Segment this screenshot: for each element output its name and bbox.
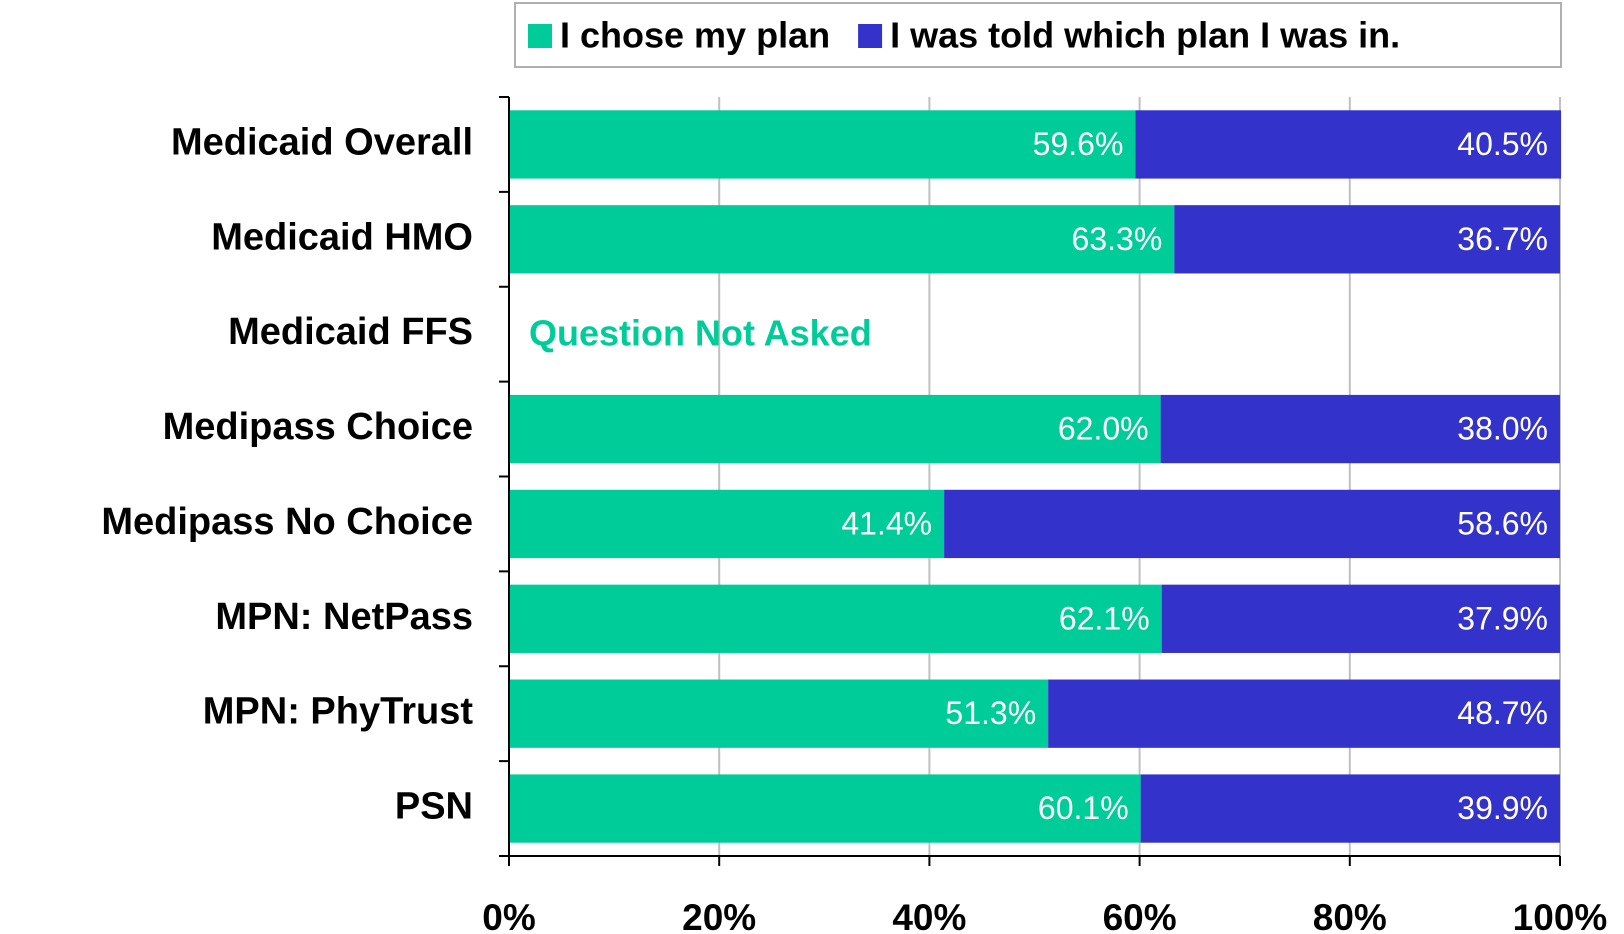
bar-segment (509, 489, 945, 559)
x-tick-label: 20% (682, 897, 756, 934)
value-label: 48.7% (1457, 695, 1548, 731)
category-label: PSN (395, 786, 473, 828)
bar-segment (1160, 394, 1560, 464)
value-label: 51.3% (945, 695, 1036, 731)
x-tick-label: 60% (1103, 897, 1177, 934)
legend-label: I was told which plan I was in. (890, 15, 1400, 56)
value-label: 39.9% (1457, 790, 1548, 826)
bar-segment (944, 489, 1560, 559)
bar-segment (509, 679, 1049, 748)
value-label: 63.3% (1072, 221, 1163, 257)
value-label: 58.6% (1457, 505, 1548, 541)
legend-swatch (528, 24, 552, 48)
value-label: 62.0% (1058, 411, 1149, 447)
category-label: Medicaid HMO (211, 216, 473, 258)
bar-segment (509, 205, 1175, 274)
annotation: Question Not Asked (529, 313, 872, 354)
bar-segment (509, 110, 1136, 179)
value-label: 37.9% (1457, 600, 1548, 636)
legend-box (514, 2, 1562, 68)
x-tick-label: 100% (1513, 897, 1608, 934)
x-tick-label: 80% (1313, 897, 1387, 934)
x-tick-label: 40% (892, 897, 966, 934)
category-label: Medicaid FFS (228, 311, 473, 353)
bar-segment (1140, 774, 1560, 843)
category-label: Medicaid Overall (171, 121, 473, 163)
value-label: 60.1% (1038, 790, 1129, 826)
bar-segment (1161, 584, 1560, 653)
value-label: 62.1% (1059, 600, 1150, 636)
bar-segment (1135, 110, 1562, 179)
bar-segment (1174, 205, 1560, 274)
bar-segment (509, 774, 1141, 843)
category-label: Medipass Choice (163, 406, 473, 448)
value-label: 59.6% (1033, 126, 1124, 162)
category-label: Medipass No Choice (101, 501, 473, 543)
category-label: MPN: PhyTrust (203, 691, 474, 733)
legend-swatch (858, 24, 883, 48)
value-label: 40.5% (1457, 126, 1548, 162)
legend-label: I chose my plan (560, 15, 830, 56)
value-label: 38.0% (1457, 411, 1548, 447)
bar-segment (1048, 679, 1560, 748)
x-tick-label: 0% (482, 897, 535, 934)
value-label: 36.7% (1457, 221, 1548, 257)
bar-segment (509, 584, 1162, 653)
value-label: 41.4% (841, 505, 932, 541)
bar-segment (509, 394, 1161, 464)
category-label: MPN: NetPass (215, 596, 473, 638)
